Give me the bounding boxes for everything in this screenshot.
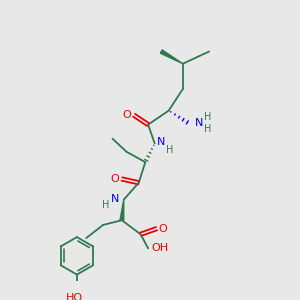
Polygon shape [160,50,183,64]
Text: O: O [110,174,119,184]
Text: H: H [204,124,212,134]
Polygon shape [120,200,124,220]
Text: O: O [122,110,131,120]
Text: HO: HO [65,293,83,300]
Text: O: O [159,224,167,234]
Text: H: H [204,112,212,122]
Text: N: N [157,137,165,147]
Text: H: H [166,145,173,155]
Text: H: H [102,200,110,210]
Text: N: N [111,194,119,204]
Text: N: N [194,118,203,128]
Text: OH: OH [152,243,169,253]
